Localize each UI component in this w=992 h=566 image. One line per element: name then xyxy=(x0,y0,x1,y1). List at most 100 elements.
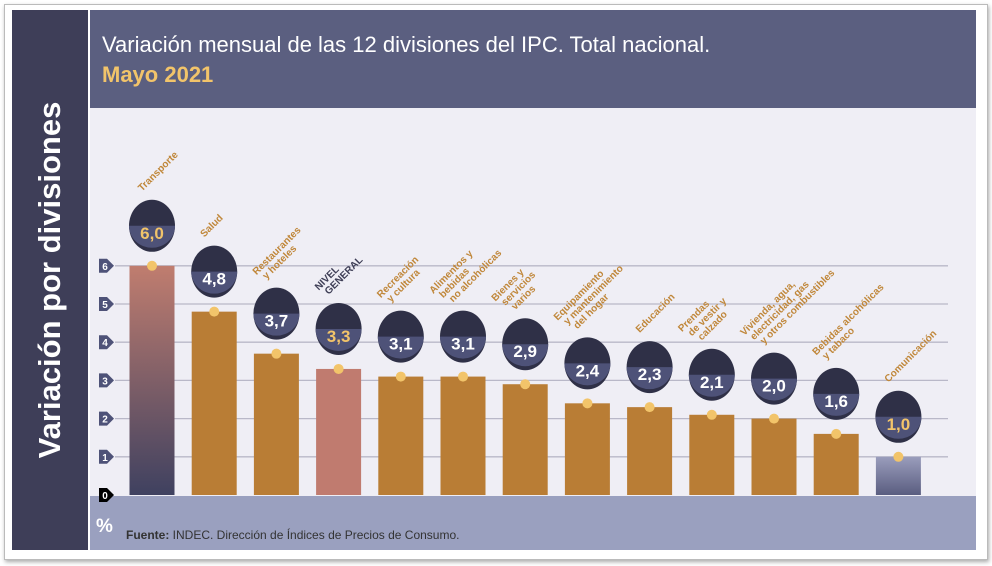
value-badge xyxy=(502,344,549,367)
value-badge xyxy=(688,374,735,397)
bar xyxy=(689,414,735,495)
y-tick-label: 2 xyxy=(102,415,108,426)
category-label-line: Transporte xyxy=(136,149,181,194)
bar-top-dot xyxy=(644,402,655,413)
bar xyxy=(813,433,859,495)
source-text: INDEC. Dirección de Índices de Precios d… xyxy=(169,528,460,542)
value-label: 2,4 xyxy=(576,361,600,380)
y-tick-label: 4 xyxy=(102,338,108,349)
bar xyxy=(751,418,797,495)
bar-top-dot xyxy=(706,409,717,420)
value-label: 2,0 xyxy=(762,377,786,396)
source-bold: Fuente: xyxy=(126,528,170,542)
value-label: 4,8 xyxy=(202,270,226,289)
y-tick-marker xyxy=(99,449,114,464)
value-badge xyxy=(751,378,797,401)
bar-group: 3,1 Recreacióny cultura xyxy=(375,255,428,495)
bar xyxy=(875,456,921,495)
bar-group: 3,3 NIVELGENERAL xyxy=(313,248,365,495)
bar xyxy=(502,384,548,495)
y-tick-marker xyxy=(99,488,114,502)
bar-top-dot xyxy=(520,379,531,390)
bar-top-dot xyxy=(147,260,157,271)
category-label: Equipamientoy mantenimientodel hogar xyxy=(552,256,633,337)
bar-top-dot xyxy=(458,371,468,382)
bar xyxy=(564,403,610,495)
value-label: 3,1 xyxy=(451,335,475,354)
value-label: 1,0 xyxy=(887,415,911,434)
unit-label: % xyxy=(96,516,113,537)
y-tick-marker xyxy=(99,373,114,388)
bar-top-dot xyxy=(209,306,220,317)
bar-top-dot xyxy=(271,348,282,359)
value-label: 3,7 xyxy=(265,312,289,331)
chart-title: Variación mensual de las 12 divisiones d… xyxy=(102,32,711,57)
y-tick-marker xyxy=(99,297,114,311)
value-badge xyxy=(129,225,175,248)
value-label: 3,1 xyxy=(389,335,413,354)
bar-top-dot xyxy=(769,413,779,424)
category-label: Recreacióny cultura xyxy=(375,255,428,308)
value-label: 2,9 xyxy=(513,342,537,361)
y-tick-marker xyxy=(99,335,114,350)
category-label-line: Bebidas alcohólicas xyxy=(811,282,887,358)
bar-top-dot xyxy=(333,363,344,374)
category-label: Salud xyxy=(199,213,226,240)
y-tick-marker xyxy=(99,258,114,273)
value-label: 6,0 xyxy=(140,224,164,243)
y-tick-marker xyxy=(99,411,114,426)
bar xyxy=(378,376,424,495)
y-tick-label: 1 xyxy=(102,453,108,464)
bar-top-dot xyxy=(395,371,406,382)
bar-group: 6,0 Transporte xyxy=(129,149,181,495)
value-label: 2,1 xyxy=(700,373,724,392)
y-tick-label: 3 xyxy=(102,376,108,387)
category-label-line: Salud xyxy=(199,213,226,240)
bar xyxy=(316,368,362,495)
bar-group: 1,0 Comunicación xyxy=(875,328,939,495)
category-label: Bienes yserviciosvarios xyxy=(490,262,546,318)
category-label: Transporte xyxy=(136,149,181,194)
category-label-line: Educación xyxy=(634,292,678,336)
bar-group: 4,8 Salud xyxy=(191,213,238,495)
value-label: 2,3 xyxy=(638,365,662,384)
bar-group: 2,1 Prendasde vestir ycalzado xyxy=(676,289,736,495)
category-label: Restaurantesy hoteles xyxy=(251,225,311,285)
value-badge xyxy=(377,336,424,359)
category-label: Prendasde vestir ycalzado xyxy=(676,289,736,349)
source-note: Fuente: INDEC. Dirección de Índices de P… xyxy=(126,528,459,542)
bar-top-dot xyxy=(582,398,593,409)
category-label: NIVELGENERAL xyxy=(313,248,365,300)
side-panel: Variación por divisiones xyxy=(12,10,88,550)
value-badge xyxy=(440,336,486,359)
bar xyxy=(191,311,237,495)
value-badge xyxy=(315,328,362,351)
value-badge xyxy=(191,271,238,294)
y-tick-label: 5 xyxy=(102,300,108,311)
value-badge xyxy=(626,367,673,390)
value-badge xyxy=(253,313,300,336)
bar xyxy=(253,353,299,495)
value-label: 1,6 xyxy=(824,392,848,411)
y-tick-label: 6 xyxy=(102,262,108,273)
category-label: Comunicación xyxy=(883,328,940,385)
footer: % Fuente: INDEC. Dirección de Índices de… xyxy=(90,496,976,550)
bar-group: 2,4 Equipamientoy mantenimientodel hogar xyxy=(552,256,633,495)
y-tick-label: 0 xyxy=(102,491,108,502)
bar-top-dot xyxy=(831,428,842,439)
value-badge xyxy=(875,416,922,439)
bar-group: 2,3 Educación xyxy=(626,292,678,495)
value-badge xyxy=(813,393,860,416)
bar xyxy=(627,407,673,495)
bar-group: 2,9 Bienes yserviciosvarios xyxy=(490,262,549,495)
bar xyxy=(129,265,175,495)
chart-subtitle: Mayo 2021 xyxy=(102,62,214,87)
category-label: Educación xyxy=(634,292,678,336)
bar xyxy=(440,376,486,495)
header: Variación mensual de las 12 divisiones d… xyxy=(90,10,976,108)
category-label-line: Comunicación xyxy=(883,328,940,385)
value-badge xyxy=(564,363,611,386)
value-label: 3,3 xyxy=(327,327,351,346)
category-label: Bebidas alcohólicasy tabaco xyxy=(811,282,894,365)
